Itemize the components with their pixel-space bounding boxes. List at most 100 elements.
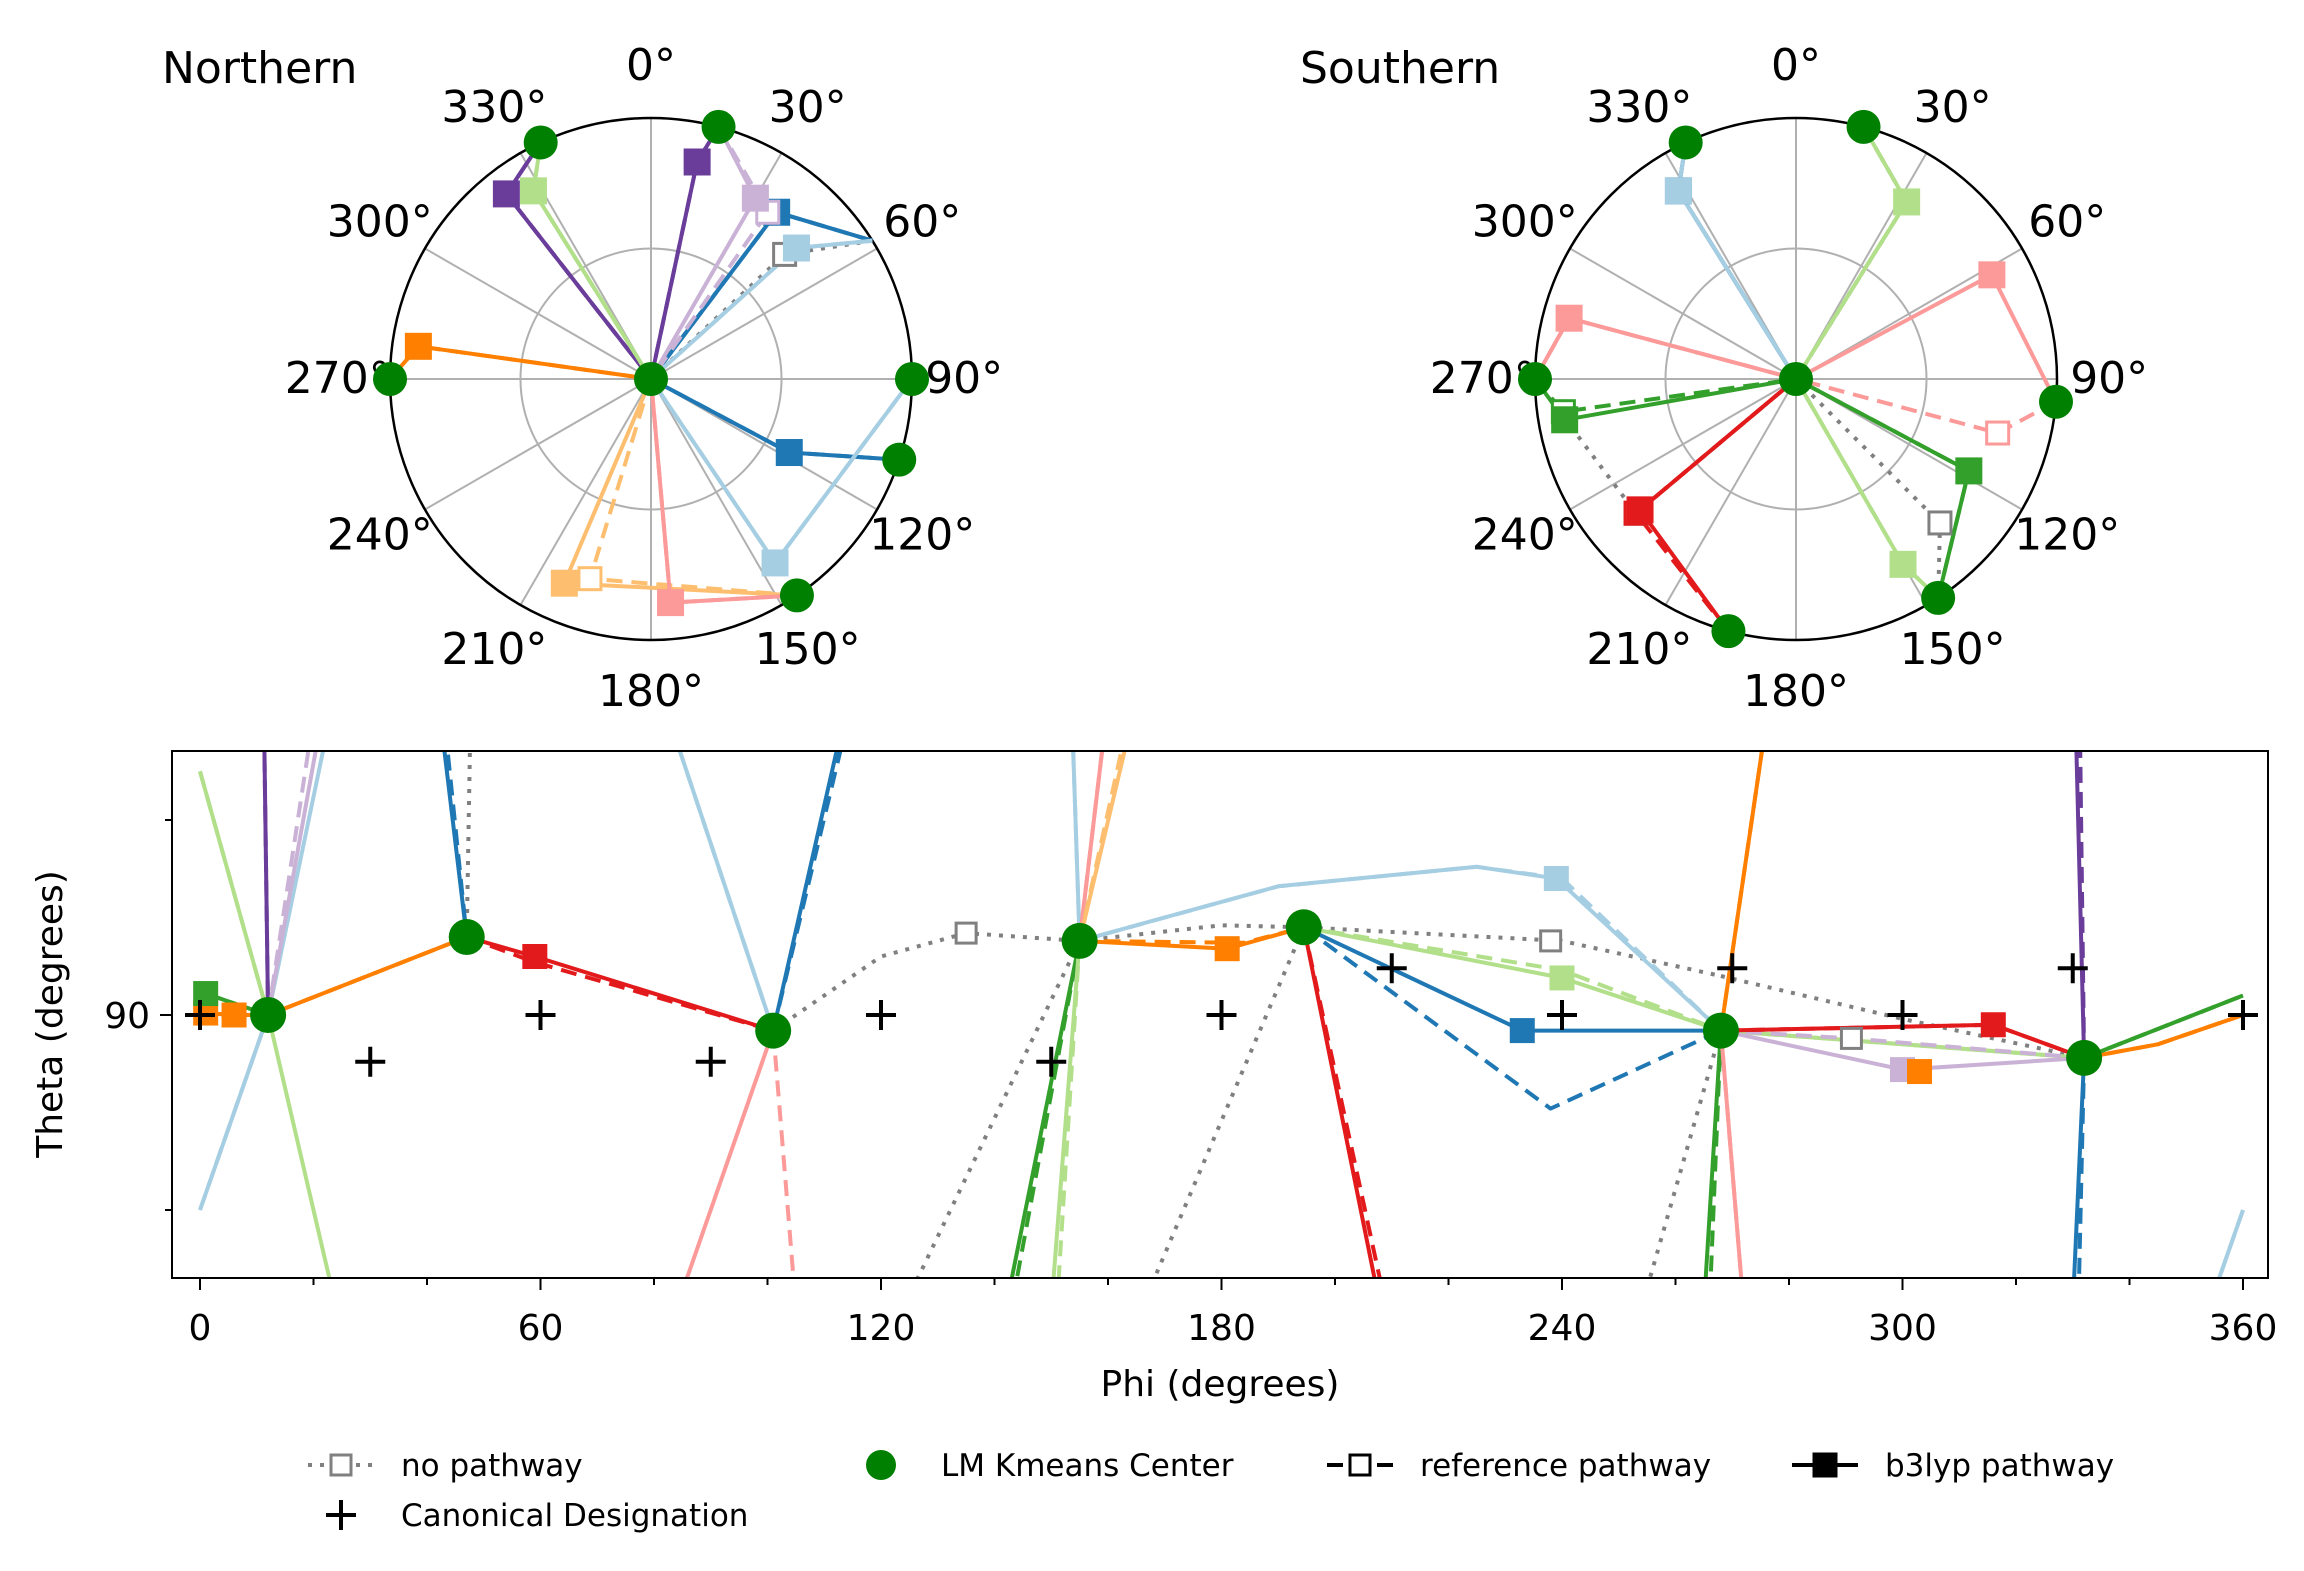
b3lyp-pathway-marker [1214,936,1240,962]
canonical-designation [355,1046,386,1077]
b3lyp-pathway-line [2072,1057,2087,1278]
lm-kmeans-center [523,125,558,160]
x-tick-label: 0 [189,1308,212,1349]
lm-kmeans-center [1518,362,1552,396]
reference-pathway-line [531,142,653,381]
canonical-designation [1887,1000,1918,1030]
polar-spoke [1569,247,1797,380]
b3lyp-pathway-line [1676,142,1798,381]
b3lyp-pathway-line [1009,940,1082,1278]
legend-label: reference pathway [1420,1448,1711,1484]
polar-tick-label: 90° [2070,353,2148,404]
b3lyp-pathway-marker [1509,1018,1535,1044]
b3lyp-pathway-marker [1980,1012,2006,1038]
b3lyp-pathway-line [2175,606,2215,743]
lm-kmeans-center [373,362,407,396]
b3lyp-pathway-line [2217,1209,2245,1278]
lm-kmeans-center [779,578,814,613]
canonical-designation [695,1046,726,1077]
b3lyp-pathway-marker [404,332,432,360]
polar-tick-label: 150° [1900,624,2006,675]
b3lyp-pathway-line [531,142,653,381]
b3lyp-pathway-line [684,1029,776,1278]
b3lyp-pathway-marker [1626,496,1654,524]
x-axis-label: Phi (degrees) [1101,1364,1340,1405]
b3lyp-pathway-marker [519,177,547,205]
b3lyp-pathway-line [1794,125,1909,381]
lm-kmeans-center [1061,922,1098,959]
reference-pathway-line [2175,606,2215,743]
b3lyp-pathway-line [677,751,776,1032]
reference-pathway-line [1303,925,2085,1060]
polar-southern: Southern 0° 30° 60° 90° 120° 150° 180° 210° 240°… [1300,40,2148,717]
polar-spoke [1664,378,1797,606]
reference-pathway-line [1676,142,1798,381]
b3lyp-pathway-marker [1907,1059,1933,1085]
polar-tick-label: 180° [1743,666,1849,717]
b3lyp-pathway-marker [1893,188,1921,216]
no-pathway-line [915,940,1082,1278]
reference-pathway-line [266,751,311,1016]
polar-tick-label: 30° [1914,82,1992,133]
b3lyp-pathway-marker [550,569,578,597]
polar-spoke [650,378,783,606]
legend-item: reference pathway [1327,1448,1711,1484]
b3lyp-pathway-marker [1889,550,1917,578]
b3lyp-pathway-marker [782,234,810,262]
b3lyp-pathway-line [2083,993,2244,1060]
canonical-designation [1717,953,1748,984]
y-axis-label: Theta (degrees) [30,870,71,1159]
legend-label: b3lyp pathway [1885,1448,2114,1484]
b3lyp-pathway-line [1638,377,1798,633]
b3lyp-pathway-line [1676,142,1798,381]
b3lyp-pathway-marker [1555,304,1583,332]
lm-kmeans-center [755,1012,792,1049]
x-tick-label: 240 [1528,1308,1597,1349]
lm-kmeans-center [634,362,668,396]
polar-spoke [424,378,652,511]
lm-kmeans-center [448,919,485,955]
lm-kmeans-center [701,109,736,144]
b3lyp-pathway-line [1077,751,1127,942]
b3lyp-pathway-marker [492,180,520,208]
b3lyp-pathway-line [2083,1013,2244,1060]
b3lyp-pathway-marker [1955,457,1983,485]
b3lyp-pathway-line [1718,1030,1744,1278]
polar-spoke [1569,378,1797,511]
x-tick-label: 120 [847,1308,916,1349]
lm-kmeans-center [2039,384,2074,419]
reference-pathway-line [771,1030,796,1278]
legend-label: no pathway [401,1448,583,1484]
polar-northern-ticks: 0°30°60°90°120°150°180°210°240°270°300°3… [285,40,1003,717]
reference-pathway-marker [577,566,603,592]
b3lyp-pathway-marker [1549,965,1575,991]
b3lyp-pathway-line [1301,926,1377,1278]
lm-kmeans-center [1711,614,1746,649]
polar-tick-label: 0° [1771,40,1821,91]
lm-kmeans-center [1846,109,1881,144]
y-tick-label: 90 [104,996,150,1037]
b3lyp-pathway-line [266,751,318,1016]
b3lyp-pathway-line [1554,877,1723,1033]
reference-pathway-line [2077,1057,2087,1278]
lm-kmeans-center [1668,125,1703,160]
legend-swatch-marker [1812,1452,1838,1478]
polar-tick-label: 330° [441,82,547,133]
b3lyp-pathway-line [1051,940,1082,1278]
legend-label: Canonical Designation [401,1498,748,1534]
polar-tick-label: 210° [1586,624,1692,675]
b3lyp-pathway-line [198,770,332,1278]
canonical-designation [866,1000,896,1030]
b3lyp-pathway-marker [1551,406,1579,434]
no-pathway-line [1794,125,1909,381]
x-tick-label: 300 [1868,1308,1937,1349]
b3lyp-pathway-line [442,751,469,938]
b3lyp-pathway-line [1795,377,1971,599]
lm-kmeans-center [895,362,929,396]
b3lyp-pathway-line [1077,751,1105,942]
lm-kmeans-center [2066,1039,2103,1076]
b3lyp-pathway-marker [522,944,548,969]
legend-item: no pathway [308,1448,583,1484]
polar-tick-label: 0° [626,40,676,91]
x-tick-label: 60 [518,1308,564,1349]
